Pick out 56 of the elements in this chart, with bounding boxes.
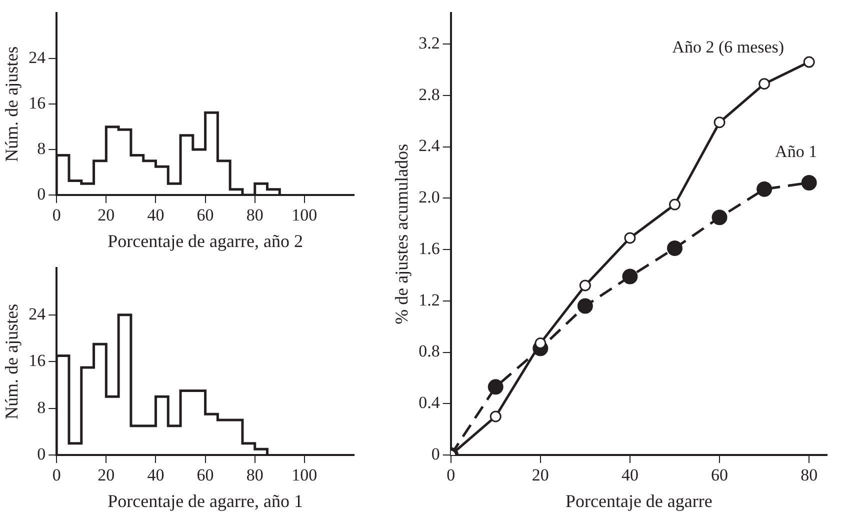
x-axis-title: Porcentaje de agarre, año 1 <box>108 490 304 511</box>
y-tick-label: 2.4 <box>418 136 440 156</box>
y-tick-label: 16 <box>28 94 46 113</box>
x-tick-label: 0 <box>52 466 61 485</box>
point <box>579 280 591 292</box>
x-tick-label: 60 <box>711 466 728 485</box>
x-tick-label: 40 <box>147 206 164 225</box>
y-tick-label: 1.6 <box>418 238 440 258</box>
x-tick-label: 80 <box>246 206 264 225</box>
point <box>712 210 728 226</box>
y-axis-title: Núm. de ajustes <box>2 46 22 162</box>
y-tick-label: 8 <box>37 139 46 158</box>
y-tick-label: 3.2 <box>418 33 440 52</box>
y-tick-label: 16 <box>28 351 46 370</box>
point <box>488 379 504 395</box>
point <box>577 298 593 314</box>
x-tick-label: 0 <box>446 466 456 485</box>
y-axis-title: % de ajustes acumulados <box>392 144 412 324</box>
point <box>758 78 770 90</box>
x-tick-label: 20 <box>98 206 115 225</box>
y-tick-label: 24 <box>28 304 46 324</box>
point <box>669 198 680 210</box>
x-tick-label: 40 <box>147 466 164 485</box>
y-tick-label: 8 <box>37 398 46 417</box>
x-tick-label: 60 <box>196 466 214 485</box>
y-tick-label: 1.2 <box>418 290 440 310</box>
point <box>714 116 726 128</box>
y-tick-label: 0.4 <box>418 393 440 412</box>
point <box>622 268 638 284</box>
y-tick-label: 0 <box>37 444 46 464</box>
point <box>756 181 772 197</box>
x-tick-label: 20 <box>532 466 549 485</box>
point <box>490 410 502 422</box>
x-tick-label: 80 <box>246 466 264 485</box>
y-tick-label: 0 <box>37 184 46 204</box>
x-tick-label: 80 <box>800 466 818 485</box>
x-tick-label: 100 <box>292 466 318 485</box>
series-label: Año 1 <box>775 142 818 162</box>
point <box>667 240 682 256</box>
point <box>801 174 817 190</box>
x-tick-label: 20 <box>98 466 115 485</box>
y-tick-label: 0.8 <box>418 342 440 361</box>
x-tick-label: 40 <box>621 466 638 485</box>
x-tick-label: 60 <box>196 206 214 225</box>
y-tick-label: 2.8 <box>418 84 440 104</box>
y-tick-label: 24 <box>28 48 46 68</box>
series-label: Año 2 (6 meses) <box>672 37 784 56</box>
x-tick-label: 0 <box>52 206 61 225</box>
x-axis-title: Porcentaje de agarre, año 2 <box>108 230 304 251</box>
y-axis-title: Núm. de ajustes <box>2 304 22 420</box>
point <box>803 56 815 68</box>
point <box>624 232 636 244</box>
y-tick-label: 2.0 <box>418 188 440 207</box>
y-tick-label: 0 <box>431 444 440 464</box>
x-tick-label: 100 <box>292 206 318 225</box>
x-axis-title: Porcentaje de agarre <box>565 490 712 511</box>
